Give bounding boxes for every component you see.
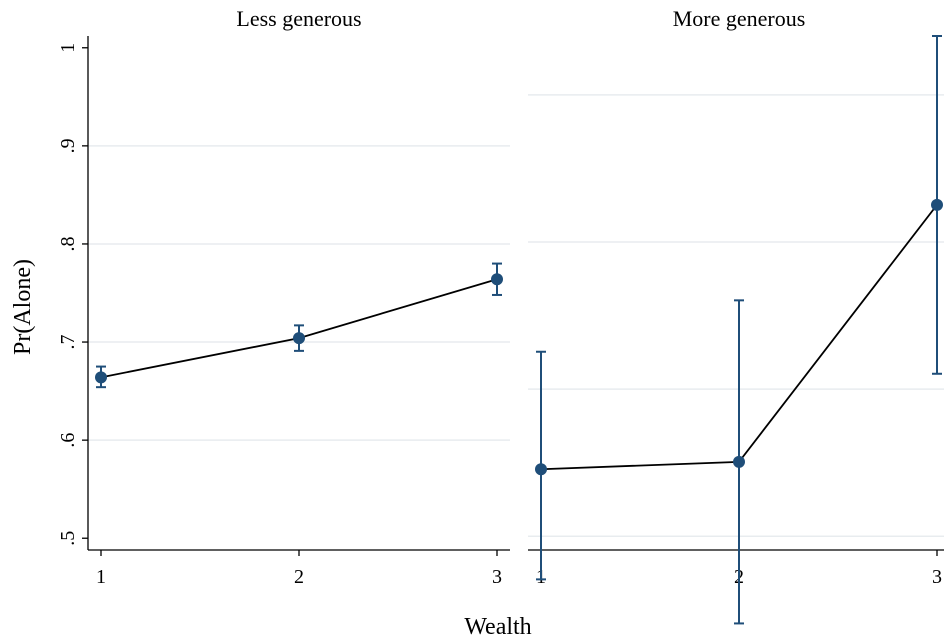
data-point [535, 463, 547, 476]
data-point [95, 371, 107, 384]
panel-title: More generous [673, 6, 806, 31]
data-point [733, 455, 745, 468]
x-tick-label: 3 [932, 566, 942, 588]
x-tick-label: 2 [294, 566, 304, 588]
y-tick-label: .9 [57, 138, 79, 153]
panel-less-generous: Less generous 1 2 3 .5 .6 .7 .8 .9 1 [57, 6, 510, 588]
x-tick-label: 1 [96, 566, 106, 588]
y-tick-label: .7 [57, 335, 79, 350]
data-point [931, 198, 943, 211]
y-tick-label: .5 [57, 531, 79, 546]
y-axis-label: Pr(Alone) [10, 259, 36, 355]
y-tick-label: 1 [57, 43, 79, 53]
y-tick-label: .6 [57, 433, 79, 448]
x-axis-label: Wealth [464, 614, 531, 640]
data-point [293, 332, 305, 345]
data-point [491, 273, 503, 286]
x-tick-label: 3 [492, 566, 502, 588]
y-tick-label: .8 [57, 236, 79, 251]
panel-title: Less generous [236, 6, 361, 31]
